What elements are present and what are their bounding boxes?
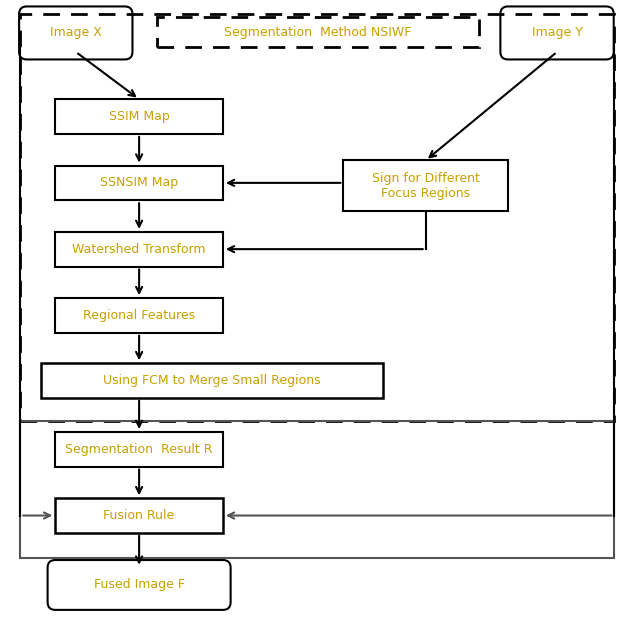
Bar (343, 160, 508, 211)
Bar (55, 232, 223, 266)
Text: Fused Image F: Fused Image F (93, 578, 184, 592)
Text: Fusion Rule: Fusion Rule (104, 509, 175, 522)
FancyBboxPatch shape (501, 6, 614, 60)
Text: Segmentation  Method NSIWF: Segmentation Method NSIWF (225, 26, 411, 39)
Bar (41, 363, 383, 398)
FancyBboxPatch shape (48, 560, 231, 610)
Text: Image X: Image X (50, 27, 102, 39)
Bar (55, 498, 223, 533)
Bar (55, 298, 223, 333)
Bar (55, 165, 223, 200)
Bar (55, 100, 223, 134)
Text: Image Y: Image Y (532, 27, 583, 39)
Bar (20, 420, 614, 558)
FancyBboxPatch shape (19, 6, 132, 60)
Text: Using FCM to Merge Small Regions: Using FCM to Merge Small Regions (103, 374, 321, 387)
Text: Sign for Different
Focus Regions: Sign for Different Focus Regions (371, 172, 480, 200)
Bar (55, 432, 223, 467)
Text: SSNSIM Map: SSNSIM Map (100, 176, 178, 190)
Bar (156, 17, 480, 48)
Text: Regional Features: Regional Features (83, 309, 195, 322)
Text: Watershed Transform: Watershed Transform (73, 243, 206, 256)
Text: Segmentation  Result R: Segmentation Result R (66, 443, 213, 456)
Bar (20, 14, 614, 421)
Text: SSIM Map: SSIM Map (109, 110, 169, 123)
